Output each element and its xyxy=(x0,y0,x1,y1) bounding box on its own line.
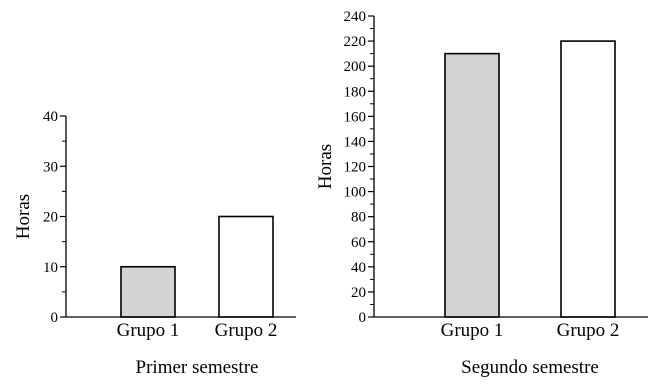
y-tick-label: 0 xyxy=(359,310,367,326)
bar-grupo-1 xyxy=(120,265,176,318)
y-tick-label: 60 xyxy=(351,235,366,251)
chart-segundo-semestre: 0 20 40 60 80 100 120 140 160 180 200 220 240 Grupo 1… xyxy=(315,9,648,378)
y-tick-label: 120 xyxy=(344,160,367,176)
y-tick-label: 200 xyxy=(344,59,367,75)
y-tick-label: 20 xyxy=(351,285,366,301)
y-tick-label: 40 xyxy=(351,260,366,276)
bar-grupo-2 xyxy=(218,215,274,318)
x-axis-label: Segundo semestre xyxy=(461,357,599,378)
y-tick-label: 240 xyxy=(344,9,367,25)
y-tick-label: 180 xyxy=(344,84,367,100)
y-tick-label: 0 xyxy=(51,310,59,326)
y-tick-label: 140 xyxy=(344,134,367,150)
y-tick-label: 160 xyxy=(344,109,367,125)
y-tick-label: 220 xyxy=(344,34,367,50)
x-tick-label: Grupo 2 xyxy=(215,320,278,341)
y-tick-label: 80 xyxy=(351,210,366,226)
x-axis-label: Primer semestre xyxy=(136,357,259,378)
bar-grupo-2 xyxy=(560,40,616,318)
y-tick-label: 40 xyxy=(43,109,58,125)
y-tick-label: 20 xyxy=(43,210,58,226)
x-tick-label: Grupo 2 xyxy=(557,320,620,341)
y-axis-label: Horas xyxy=(315,144,336,189)
x-tick-label: Grupo 1 xyxy=(441,320,504,341)
y-axis-label: Horas xyxy=(13,194,34,239)
bar-grupo-1 xyxy=(444,52,500,318)
x-tick-label: Grupo 1 xyxy=(117,320,180,341)
y-tick-label: 30 xyxy=(43,159,58,175)
y-tick-label: 100 xyxy=(344,185,367,201)
y-tick-label: 10 xyxy=(43,260,58,276)
chart-primer-semestre: 0 10 20 30 40 Grupo 1 Grupo 2 Horas Primer semes… xyxy=(13,109,296,378)
